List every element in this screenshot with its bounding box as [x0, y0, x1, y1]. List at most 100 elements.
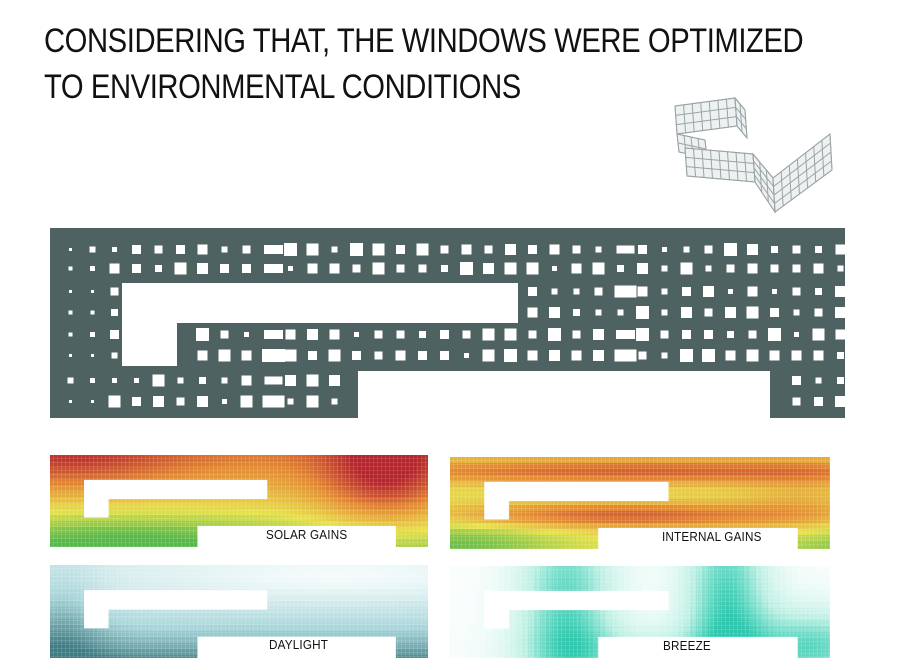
facade-window [134, 378, 139, 383]
facade-window [396, 245, 405, 254]
facade-window [284, 349, 297, 362]
facade-window [571, 263, 582, 274]
facade-window [770, 308, 779, 317]
facade-window [551, 288, 558, 295]
facade-window [197, 396, 208, 407]
facade-window [837, 377, 844, 384]
facade-window [638, 245, 647, 254]
facade-window [793, 309, 800, 316]
facade-window [482, 328, 495, 341]
facade-window [505, 244, 516, 255]
facade-window [636, 328, 649, 341]
facade-window [616, 245, 635, 254]
facade-window [772, 289, 777, 294]
facade-window [396, 330, 405, 339]
facade-window [331, 398, 338, 405]
facade-window [329, 329, 340, 340]
facade-window [812, 328, 825, 341]
facade-window [152, 374, 165, 387]
facade-window [771, 246, 778, 253]
facade-window [354, 332, 359, 337]
solar-gains-map: SOLAR GAINS [50, 455, 428, 547]
solar-gains-label: SOLAR GAINS [266, 527, 348, 542]
facade-window [792, 264, 801, 273]
facade-window [288, 266, 293, 271]
facade-window [573, 288, 580, 295]
facade-window [90, 332, 95, 337]
facade-window [68, 332, 73, 337]
facade-window [572, 330, 581, 339]
facade-window [595, 309, 602, 316]
facade-window [835, 396, 845, 407]
facade-window [91, 354, 94, 357]
facade-window [661, 309, 668, 316]
facade-window [548, 328, 561, 341]
facade-window [395, 350, 406, 361]
facade-window [69, 290, 72, 293]
facade-window [155, 265, 162, 272]
facade-window [242, 264, 251, 273]
facade-window [240, 395, 253, 408]
facade-window [792, 287, 801, 296]
facade-window [614, 285, 637, 298]
facade-window [396, 264, 405, 273]
facade-window [90, 310, 95, 315]
facade-windows [67, 243, 845, 408]
breeze-map: BREEZE [450, 566, 830, 658]
facade-window [441, 265, 448, 272]
facade-window [813, 263, 824, 274]
facade-window [111, 309, 118, 316]
map-breeze-field [450, 566, 830, 658]
title-line-2: TO ENVIRONMENTAL CONDITIONS [44, 68, 521, 106]
facade-window [614, 349, 637, 362]
facade-window [440, 330, 449, 339]
facade-window [177, 377, 184, 384]
breeze-label: BREEZE [663, 638, 711, 653]
facade-window [284, 243, 297, 256]
facade-window [264, 245, 283, 254]
facade-window [220, 264, 229, 273]
facade-window [350, 243, 363, 256]
facade-window [262, 395, 285, 408]
facade-window [661, 352, 668, 359]
facade-window [419, 331, 426, 338]
facade-window [176, 245, 185, 254]
facade-window [154, 245, 163, 254]
facade-window [705, 265, 712, 272]
facade-window [815, 246, 822, 253]
facade-window [549, 244, 560, 255]
facade-window [746, 306, 759, 319]
facade-window [528, 245, 537, 254]
facade-window [747, 263, 758, 274]
facade-window [837, 265, 844, 272]
facade-window [132, 264, 141, 273]
facade-window [416, 243, 429, 256]
facade-window [724, 243, 737, 256]
facade-window [220, 330, 229, 339]
facade-window [418, 264, 427, 273]
facade-window [199, 377, 206, 384]
facade-window [528, 330, 537, 339]
facade-window [682, 287, 691, 296]
facade-window [308, 351, 317, 360]
facade-window [91, 400, 94, 403]
facade-window [285, 329, 296, 340]
facade-window [728, 289, 733, 294]
facade-window [197, 350, 208, 361]
facade-window [527, 350, 538, 361]
facade-window [69, 354, 72, 357]
facade-axonometric-image [674, 96, 833, 214]
facade-window [704, 245, 713, 254]
facade-window [661, 265, 668, 272]
facade-window [704, 308, 713, 317]
facade-window [110, 330, 119, 339]
facade-window [89, 246, 96, 253]
facade-window [108, 395, 121, 408]
window-facade-elevation [50, 228, 845, 418]
facade-window [461, 244, 472, 255]
facade-window [328, 349, 341, 362]
facade-window [662, 247, 667, 252]
facade-window [837, 352, 844, 359]
facade-window [571, 350, 582, 361]
facade-window [197, 244, 208, 255]
